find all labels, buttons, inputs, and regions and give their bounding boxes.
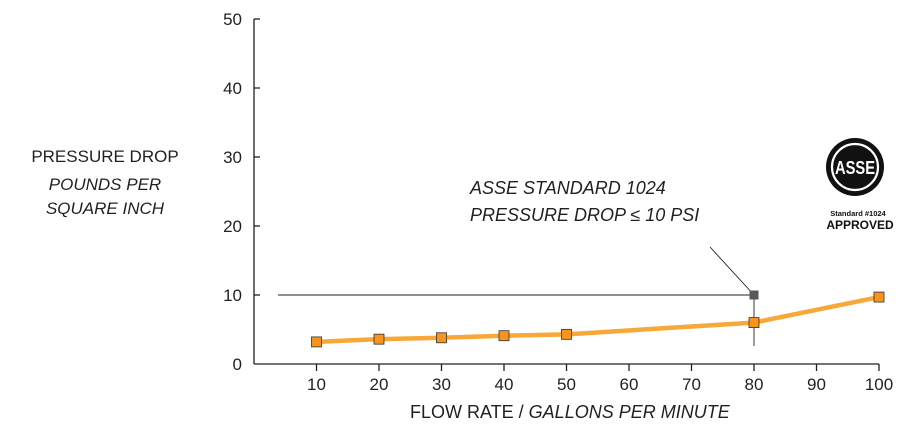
- data-point: [748, 317, 760, 329]
- y-tick-label: 20: [223, 217, 242, 236]
- badge-seal-ring: [830, 142, 880, 192]
- data-point: [436, 332, 447, 344]
- badge-standard-text: Standard #1024: [830, 209, 886, 218]
- asse-approved-badge: ASSE Standard #1024 APPROVED: [826, 138, 894, 232]
- data-point: [873, 291, 885, 303]
- x-tick-label: 50: [557, 375, 576, 394]
- badge-logo-text: ASSE: [835, 158, 875, 178]
- reference-annotation-line1: ASSE STANDARD 1024: [470, 178, 666, 198]
- reference-point: [749, 290, 759, 300]
- data-point: [373, 333, 385, 345]
- x-tick-label: 90: [807, 375, 826, 394]
- y-axis-label-line1: PRESSURE DROP: [31, 147, 179, 166]
- series-group: [311, 291, 885, 348]
- y-axis-label-line2: POUNDS PER: [48, 175, 162, 194]
- reference-annotation-line2: PRESSURE DROP ≤ 10 PSI: [470, 205, 700, 225]
- badge-seal-outer: [826, 138, 884, 196]
- x-axis-title-plain: FLOW RATE /: [410, 402, 529, 422]
- axes: 0 10 20 30 40 50 10 20 30 40 50 60 70 80 90 100: [223, 10, 893, 394]
- data-point: [311, 336, 322, 348]
- data-point: [498, 330, 510, 342]
- series-line: [314, 294, 882, 345]
- y-axis-label-line3: SQUARE INCH: [45, 199, 165, 218]
- badge-approved-text: APPROVED: [826, 218, 894, 232]
- reference-leader-line: [709, 246, 755, 296]
- x-axis-title-italic: GALLONS PER MINUTE: [528, 402, 730, 422]
- x-axis-title: FLOW RATE / GALLONS PER MINUTE: [410, 402, 730, 423]
- x-tick-label: 10: [307, 375, 326, 394]
- y-tick-label: 40: [223, 79, 242, 98]
- x-tick-label: 20: [370, 375, 389, 394]
- data-point: [561, 328, 572, 340]
- x-tick-label: 100: [865, 375, 893, 394]
- y-tick-label: 10: [223, 286, 242, 305]
- x-tick-label: 80: [745, 375, 764, 394]
- x-tick-label: 70: [682, 375, 701, 394]
- reference-group: [278, 246, 759, 346]
- x-tick-label: 30: [432, 375, 451, 394]
- y-tick-label: 50: [223, 10, 242, 29]
- y-tick-label: 0: [233, 355, 242, 374]
- y-tick-label: 30: [223, 148, 242, 167]
- x-tick-label: 40: [495, 375, 514, 394]
- x-tick-label: 60: [620, 375, 639, 394]
